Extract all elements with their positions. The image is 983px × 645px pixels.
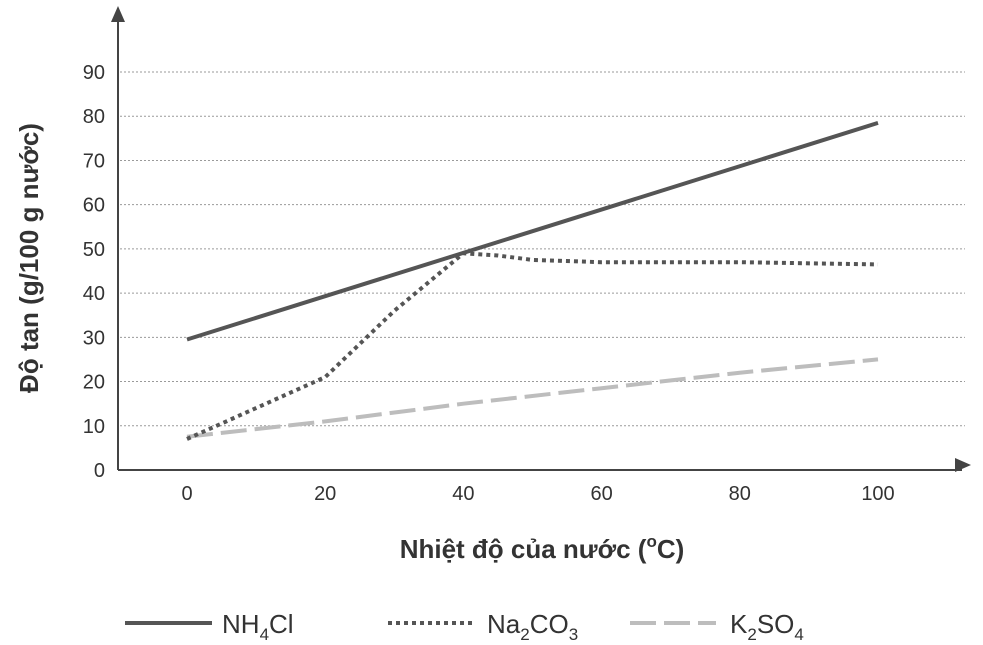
y-tick-label: 30 (83, 327, 105, 349)
x-tick-label: 20 (314, 483, 336, 505)
y-tick-label: 50 (83, 239, 105, 261)
y-axis-arrow-icon (111, 6, 125, 22)
y-tick-label: 80 (83, 106, 105, 128)
series-line-k2so4 (186, 357, 879, 439)
gridlines (120, 71, 965, 427)
legend-label-nh4cl: NH4Cl (222, 609, 294, 644)
legend-label-k2so4: K2SO4 (730, 609, 804, 644)
y-tick-labels: 0 10 20 30 40 50 60 70 80 90 (83, 62, 105, 482)
x-tick-label: 80 (729, 483, 751, 505)
x-tick-labels: 0 20 40 60 80 100 (181, 483, 894, 505)
x-tick-label: 100 (861, 483, 894, 505)
y-tick-label: 0 (94, 460, 105, 482)
y-tick-label: 40 (83, 283, 105, 305)
x-tick-label: 40 (452, 483, 474, 505)
series-line-nh4cl (186, 120, 879, 342)
series-layer (186, 120, 879, 441)
series-line-na2co3 (186, 251, 879, 441)
x-tick-label: 60 (590, 483, 612, 505)
y-tick-label: 10 (83, 416, 105, 438)
x-tick-label: 0 (181, 483, 192, 505)
x-axis-label: Nhiệt độ của nước (oC) (400, 532, 685, 564)
x-axis-arrow-icon (955, 458, 971, 472)
y-axis-label: Độ tan (g/100 g nước) (14, 123, 44, 393)
axes (111, 6, 971, 472)
y-tick-label: 60 (83, 195, 105, 217)
y-tick-label: 20 (83, 372, 105, 394)
legend: NH4Cl Na2CO3 K2SO4 (125, 609, 804, 644)
y-tick-label: 70 (83, 150, 105, 172)
legend-label-na2co3: Na2CO3 (487, 609, 578, 644)
y-tick-label: 90 (83, 62, 105, 84)
x-axis-label-superscript: o (646, 532, 656, 551)
